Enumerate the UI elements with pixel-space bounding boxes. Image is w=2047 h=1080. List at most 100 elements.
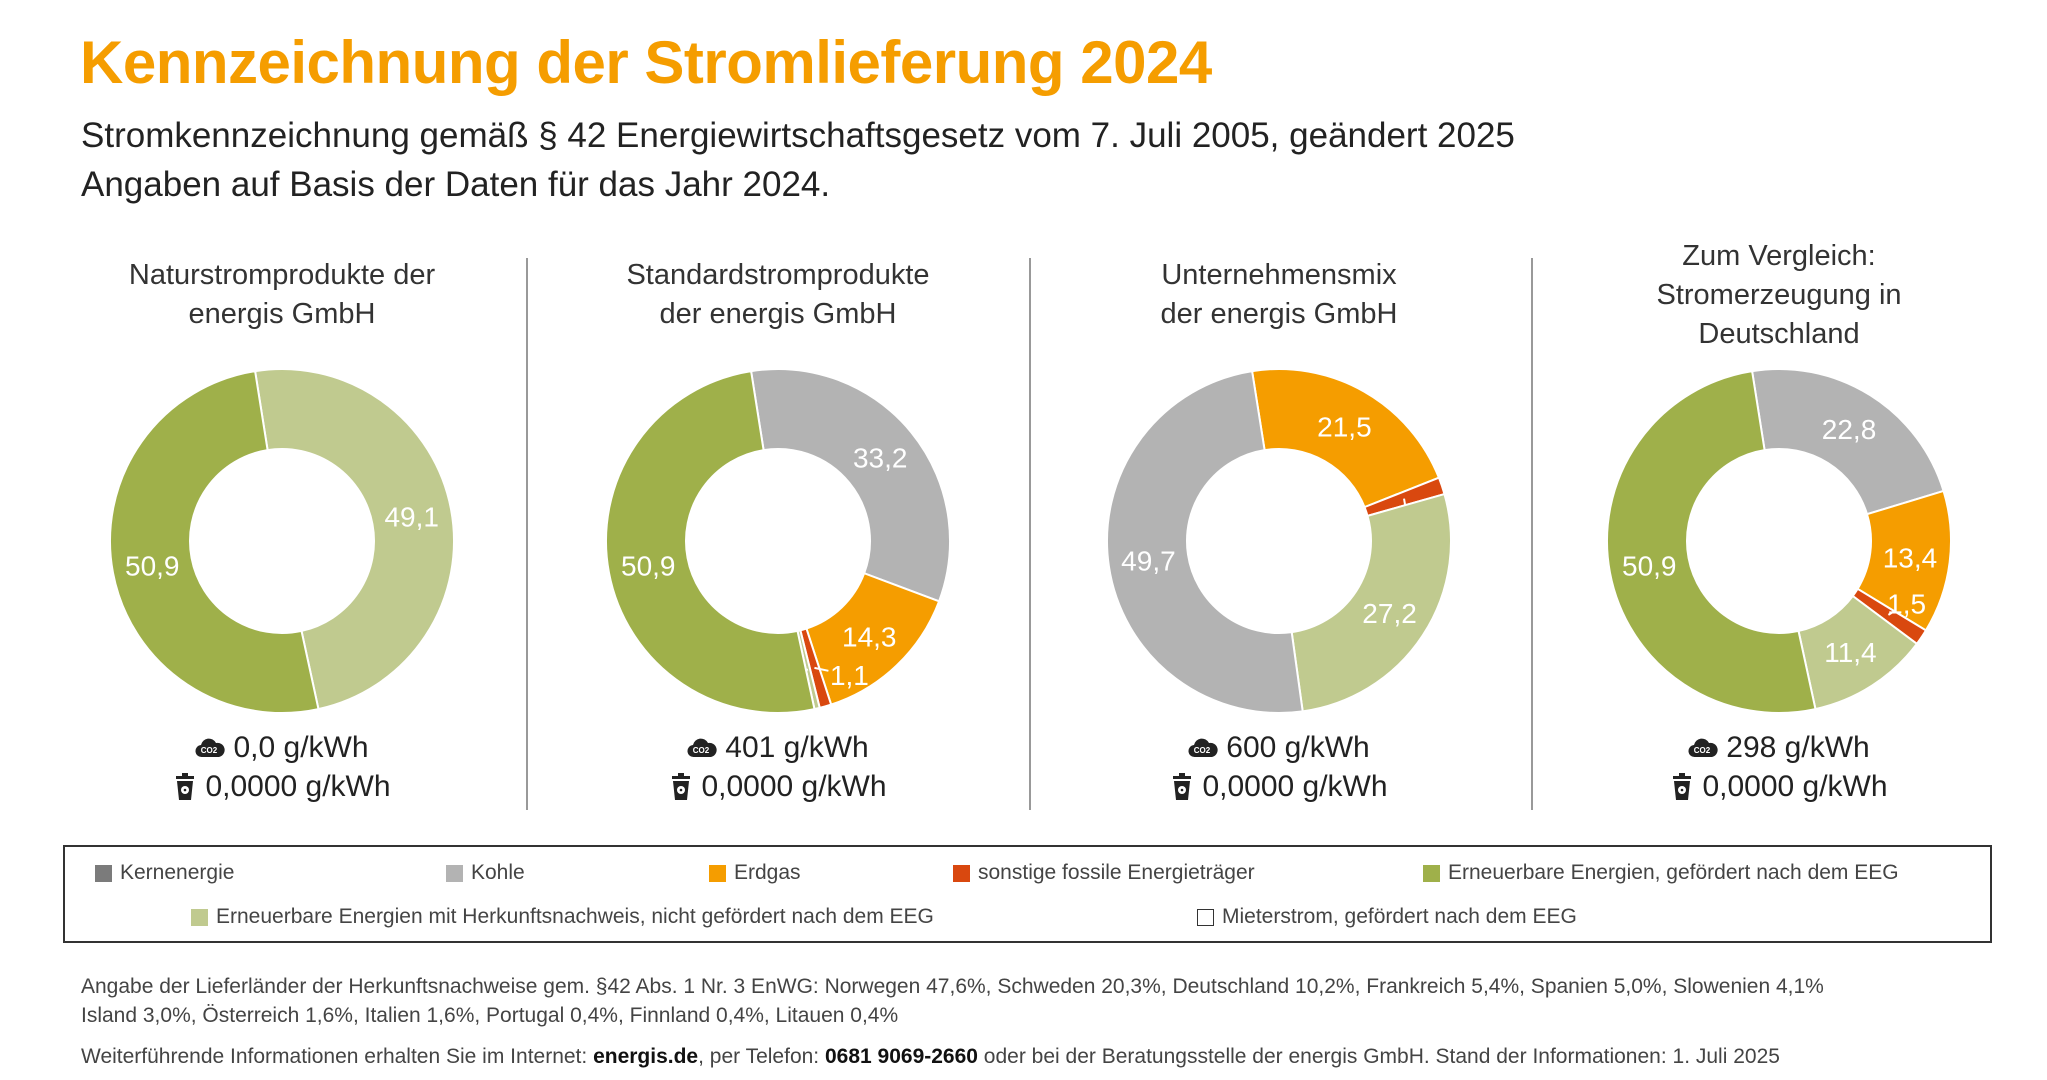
slice-label: 50,9 xyxy=(125,550,180,581)
chart-title-line: Naturstromprodukte der xyxy=(128,259,436,291)
slice-label: 50,9 xyxy=(621,550,676,581)
chart-title-line: der energis GmbH xyxy=(1160,298,1398,330)
column-divider xyxy=(1029,258,1031,810)
info-prefix: Weiterführende Informationen erhalten Si… xyxy=(81,1045,594,1068)
slice-label: 11,4 xyxy=(1824,637,1876,668)
co2-emission-value: 298 g/kWh xyxy=(1726,731,1870,764)
co2-emission-value: 600 g/kWh xyxy=(1226,731,1370,764)
legend-swatch xyxy=(446,864,463,882)
legend-swatch xyxy=(191,908,208,926)
donut-slice-eeg xyxy=(109,369,320,714)
co2-emission-value: 401 g/kWh xyxy=(725,731,869,764)
co2-emission: CO2 401 g/kWh xyxy=(548,731,1008,765)
radioactive-waste: 0,0000 g/kWh xyxy=(1549,770,2009,804)
legend: Kernenergie Kohle Erdgas sonstige fossile E… xyxy=(63,845,1992,943)
legend-label: Kohle xyxy=(471,861,525,884)
co2-cloud-icon: CO2 xyxy=(195,736,226,760)
phone-prefix: , per Telefon: xyxy=(698,1045,825,1068)
legend-item-kohle: Kohle xyxy=(446,861,525,885)
co2-emission-value: 0,0 g/kWh xyxy=(233,731,369,764)
co2-cloud-icon: CO2 xyxy=(1188,736,1218,760)
radioactive-waste-value: 0,0000 g/kWh xyxy=(205,770,391,803)
chart-title-line: Zum Vergleich: xyxy=(1682,240,1876,272)
donut-slice-hkn xyxy=(253,368,455,711)
slice-label: 1,1 xyxy=(830,660,869,691)
svg-text:CO2: CO2 xyxy=(693,746,710,755)
chart-title-line: energis GmbH xyxy=(188,298,376,330)
donut-slice-eeg xyxy=(605,369,816,714)
donut-slice-kohle xyxy=(1750,368,1945,516)
radioactive-waste-icon xyxy=(1670,773,1694,801)
legend-label: Kernenergie xyxy=(120,861,235,884)
slice-label: 27,2 xyxy=(1362,598,1417,629)
chart-title-line: Unternehmensmix xyxy=(1161,259,1397,291)
legend-label: Erneuerbare Energien mit Herkunftsnachwe… xyxy=(216,905,934,928)
slice-label: 49,7 xyxy=(1121,545,1176,576)
legend-item-hkn: Erneuerbare Energien mit Herkunftsnachwe… xyxy=(191,905,934,929)
column-divider xyxy=(1531,258,1533,810)
legend-label: Mieterstrom, gefördert nach dem EEG xyxy=(1222,905,1577,928)
radioactive-waste-value: 0,0000 g/kWh xyxy=(1702,770,1888,803)
legend-swatch xyxy=(95,864,112,882)
slice-label: 50,9 xyxy=(1622,550,1677,581)
legend-item-sonstige: sonstige fossile Energieträger xyxy=(953,861,1255,885)
slice-label: 22,8 xyxy=(1822,414,1877,445)
slice-label: 21,5 xyxy=(1317,411,1372,442)
radioactive-waste-value: 0,0000 g/kWh xyxy=(701,770,887,803)
legend-item-mieter: Mieterstrom, gefördert nach dem EEG xyxy=(1197,905,1577,929)
radioactive-waste: 0,0000 g/kWh xyxy=(548,770,1008,804)
legend-swatch xyxy=(709,864,726,882)
legend-label: sonstige fossile Energieträger xyxy=(978,861,1255,884)
slice-label: 13,4 xyxy=(1883,543,1938,574)
info-suffix: oder bei der Beratungsstelle der energis… xyxy=(977,1045,1780,1068)
phone-number: 0681 9069-2660 xyxy=(824,1045,978,1068)
co2-emission: CO2 600 g/kWh xyxy=(1049,731,1509,765)
website-link[interactable]: energis.de xyxy=(593,1045,699,1068)
co2-cloud-icon: CO2 xyxy=(687,736,717,760)
radioactive-waste-icon xyxy=(173,773,197,801)
svg-text:CO2: CO2 xyxy=(1194,746,1211,755)
donut-slice-kohle xyxy=(1106,369,1304,714)
radioactive-waste-value: 0,0000 g/kWh xyxy=(1202,770,1388,803)
radioactive-waste: 0,0000 g/kWh xyxy=(52,770,512,804)
legend-item-kern: Kernenergie xyxy=(95,861,234,885)
leader-line xyxy=(1887,609,1897,616)
column-divider xyxy=(526,258,528,810)
legend-swatch xyxy=(1423,864,1440,882)
co2-emission: CO2 0,0 g/kWh xyxy=(52,731,512,765)
slice-label: 33,2 xyxy=(853,443,908,474)
svg-text:CO2: CO2 xyxy=(1694,746,1711,755)
legend-label: Erneuerbare Energien, gefördert nach dem… xyxy=(1448,861,1899,884)
chart-title-line: der energis GmbH xyxy=(659,298,897,330)
legend-item-eeg: Erneuerbare Energien, gefördert nach dem… xyxy=(1423,861,1899,885)
chart-title-line: Stromerzeugung in xyxy=(1656,279,1902,311)
chart-title: Naturstromprodukte der energis GmbH xyxy=(52,256,512,334)
slice-label: 49,1 xyxy=(384,502,439,533)
chart-title-line: Deutschland xyxy=(1698,318,1860,350)
donut-slice-erdgas xyxy=(1250,368,1441,509)
radioactive-waste: 0,0000 g/kWh xyxy=(1049,770,1509,804)
legend-item-erdgas: Erdgas xyxy=(709,861,801,885)
legend-swatch xyxy=(1197,908,1214,926)
legend-label: Erdgas xyxy=(734,861,801,884)
subtitle-line-1: Stromkennzeichnung gemäß § 42 Energiewir… xyxy=(81,116,1515,155)
countries-note-line-2: Island 3,0%, Österreich 1,6%, Italien 1,… xyxy=(81,1004,899,1027)
page-title: Kennzeichnung der Stromlieferung 2024 xyxy=(80,29,1212,96)
info-note: Weiterführende Informationen erhalten Si… xyxy=(81,1045,1780,1069)
chart-title: Standardstromprodukte der energis GmbH xyxy=(548,256,1008,334)
slice-label: 14,3 xyxy=(842,621,897,652)
svg-text:CO2: CO2 xyxy=(201,746,218,755)
chart-title-line: Standardstromprodukte xyxy=(626,259,930,291)
radioactive-waste-icon xyxy=(669,773,693,801)
chart-title: Zum Vergleich: Stromerzeugung in Deutschla… xyxy=(1549,237,2009,354)
donut-slice-eeg xyxy=(1606,369,1817,714)
chart-title: Unternehmensmix der energis GmbH xyxy=(1049,256,1509,334)
leader-line xyxy=(814,666,829,672)
co2-emission: CO2 298 g/kWh xyxy=(1549,731,2009,765)
subtitle-line-2: Angaben auf Basis der Daten für das Jahr… xyxy=(81,165,831,204)
countries-note-line-1: Angabe der Lieferländer der Herkunftsnac… xyxy=(81,975,1824,998)
legend-swatch xyxy=(953,864,970,882)
donut-slice-hkn xyxy=(1290,492,1452,713)
slice-label: 1,5 xyxy=(1887,588,1926,619)
